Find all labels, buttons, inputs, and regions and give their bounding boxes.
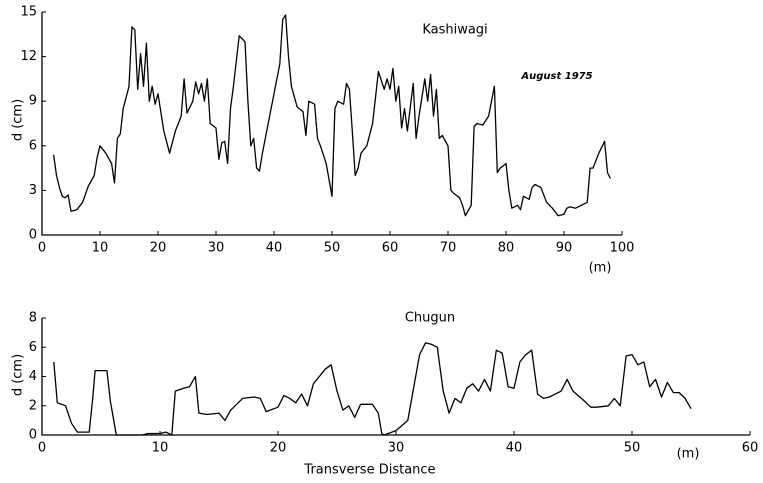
y-tick-label: 6 [29, 340, 37, 355]
x-tick-label: 0 [38, 241, 46, 256]
x-unit: (m) [677, 447, 700, 462]
axes [41, 318, 750, 436]
y-tick-label: 0 [29, 228, 37, 243]
data-line [53, 342, 692, 436]
x-tick-label: 30 [208, 241, 225, 256]
y-tick-label: 2 [29, 398, 37, 413]
x-tick-label: 80 [498, 241, 515, 256]
x-tick-label: 50 [624, 441, 641, 456]
x-tick-label: 30 [388, 441, 405, 456]
y-tick-label: 0 [29, 428, 37, 443]
x-tick-label: 40 [266, 241, 283, 256]
y-tick-label: 6 [29, 138, 37, 153]
x-tick-label: 10 [92, 241, 109, 256]
x-unit: (m) [589, 261, 612, 276]
x-tick-label: 10 [152, 441, 169, 456]
y-tick-label: 8 [29, 311, 37, 326]
x-tick-label: 60 [382, 241, 399, 256]
y-axis-label: d (cm) [11, 354, 26, 396]
y-tick-label: 9 [29, 94, 37, 109]
data-line [52, 14, 611, 217]
x-axis-label: Transverse Distance [303, 463, 435, 478]
y-tick-label: 4 [29, 369, 37, 384]
y-axis-label: d (cm) [11, 99, 26, 141]
chart-title: Chugun [405, 311, 455, 326]
axes [41, 12, 622, 236]
x-tick-label: 0 [38, 441, 46, 456]
y-tick-label: 3 [29, 183, 37, 198]
x-tick-label: 100 [610, 241, 635, 256]
x-tick-label: 20 [270, 441, 287, 456]
y-tick-label: 15 [20, 5, 37, 20]
x-tick-label: 50 [324, 241, 341, 256]
x-tick-label: 40 [506, 441, 523, 456]
x-tick-label: 60 [742, 441, 759, 456]
x-tick-label: 20 [150, 241, 167, 256]
annotation: August 1975 [520, 71, 592, 82]
y-tick-label: 12 [20, 49, 37, 64]
chart-title: Kashiwagi [422, 23, 487, 38]
x-tick-label: 70 [440, 241, 457, 256]
x-tick-label: 90 [556, 241, 573, 256]
